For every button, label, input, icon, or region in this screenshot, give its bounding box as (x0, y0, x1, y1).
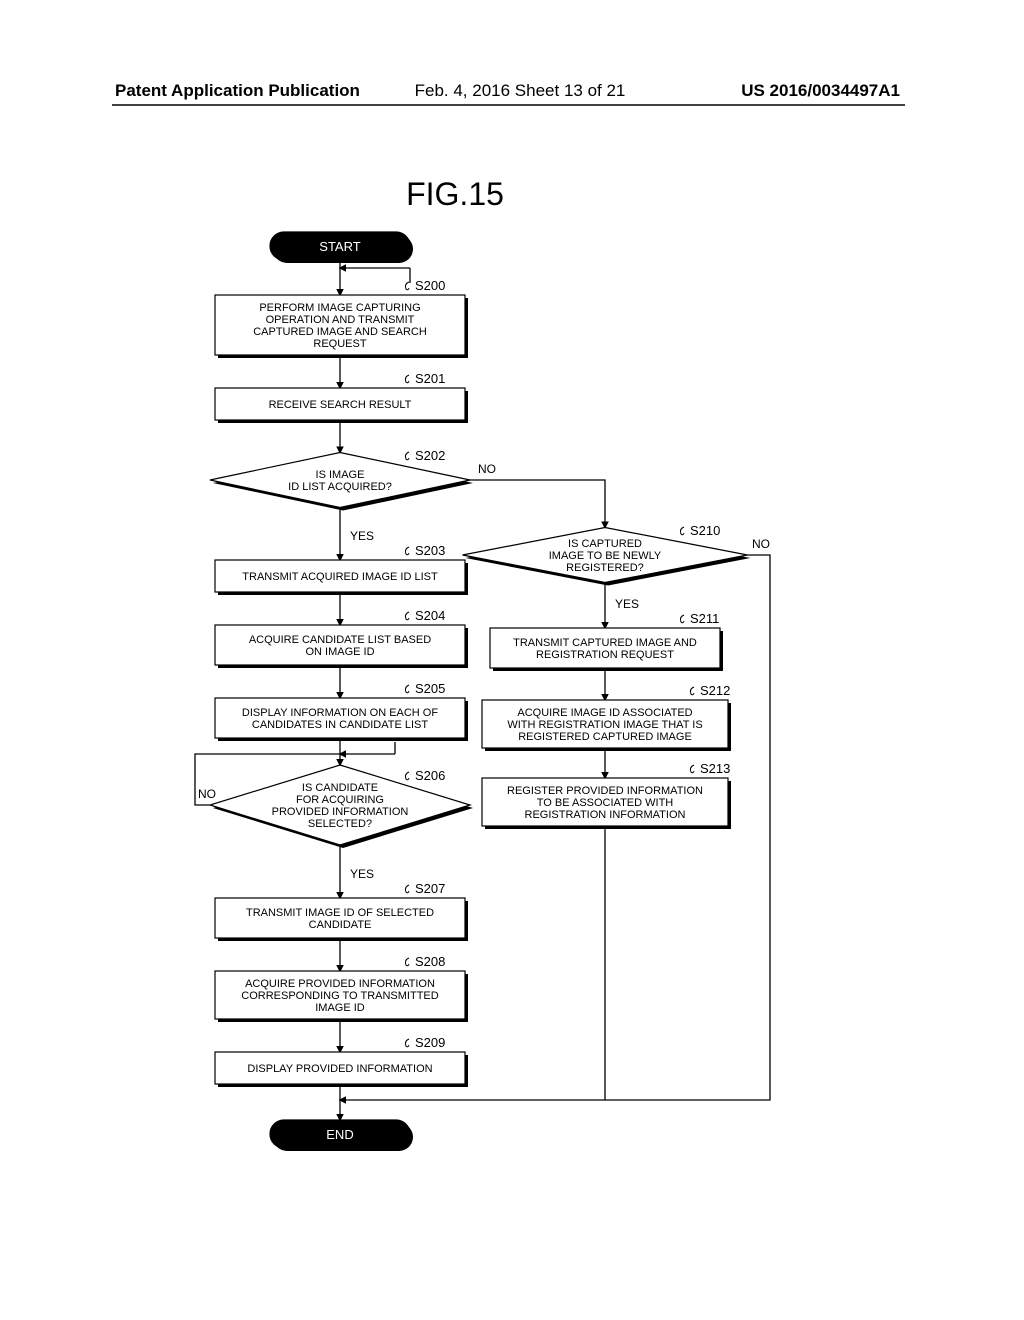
svg-text:RECEIVE SEARCH RESULT: RECEIVE SEARCH RESULT (269, 399, 412, 411)
svg-text:TRANSMIT CAPTURED IMAGE AND: TRANSMIT CAPTURED IMAGE AND (513, 637, 697, 649)
svg-text:NO: NO (478, 462, 496, 476)
svg-text:ID LIST ACQUIRED?: ID LIST ACQUIRED? (288, 481, 392, 493)
nodes-layer: START PERFORM IMAGE CAPTURINGOPERATION AN… (210, 232, 751, 1151)
svg-text:REQUEST: REQUEST (313, 338, 366, 350)
svg-text:S200: S200 (415, 278, 445, 293)
svg-text:DISPLAY INFORMATION ON EACH OF: DISPLAY INFORMATION ON EACH OF (242, 707, 438, 719)
svg-text:S209: S209 (415, 1035, 445, 1050)
svg-text:S213: S213 (700, 761, 730, 776)
svg-text:TRANSMIT IMAGE ID OF SELECTED: TRANSMIT IMAGE ID OF SELECTED (246, 907, 434, 919)
figure-canvas: Patent Application Publication Feb. 4, 2… (0, 0, 1024, 1320)
svg-text:S210: S210 (690, 523, 720, 538)
svg-text:S206: S206 (415, 768, 445, 783)
svg-text:S202: S202 (415, 448, 445, 463)
svg-text:IS CANDIDATE: IS CANDIDATE (302, 782, 378, 794)
svg-text:IS CAPTURED: IS CAPTURED (568, 538, 642, 550)
svg-text:S211: S211 (690, 611, 719, 626)
svg-text:IMAGE TO BE NEWLY: IMAGE TO BE NEWLY (549, 550, 662, 562)
svg-text:IS IMAGE: IS IMAGE (316, 469, 365, 481)
svg-text:DISPLAY PROVIDED INFORMATION: DISPLAY PROVIDED INFORMATION (247, 1063, 432, 1075)
svg-text:REGISTER PROVIDED INFORMATION: REGISTER PROVIDED INFORMATION (507, 785, 703, 797)
svg-text:PROVIDED INFORMATION: PROVIDED INFORMATION (272, 806, 409, 818)
svg-text:OPERATION AND TRANSMIT: OPERATION AND TRANSMIT (266, 314, 415, 326)
svg-text:ACQUIRE CANDIDATE LIST BASED: ACQUIRE CANDIDATE LIST BASED (249, 634, 431, 646)
svg-text:YES: YES (350, 529, 374, 543)
svg-text:ON IMAGE ID: ON IMAGE ID (305, 646, 374, 658)
svg-text:START: START (319, 239, 360, 254)
svg-text:S205: S205 (415, 681, 445, 696)
svg-text:S207: S207 (415, 881, 445, 896)
svg-text:YES: YES (350, 867, 374, 881)
svg-text:CANDIDATE: CANDIDATE (309, 919, 372, 931)
svg-text:REGISTERED CAPTURED IMAGE: REGISTERED CAPTURED IMAGE (518, 731, 692, 743)
header-right: US 2016/0034497A1 (741, 81, 900, 100)
svg-text:S201: S201 (415, 371, 445, 386)
svg-text:TRANSMIT ACQUIRED IMAGE ID LIS: TRANSMIT ACQUIRED IMAGE ID LIST (242, 571, 438, 583)
svg-text:IMAGE ID: IMAGE ID (315, 1002, 365, 1014)
svg-text:SELECTED?: SELECTED? (308, 818, 372, 830)
header-left: Patent Application Publication (115, 81, 360, 100)
svg-text:CANDIDATES IN CANDIDATE LIST: CANDIDATES IN CANDIDATE LIST (252, 719, 429, 731)
figure-title: FIG.15 (406, 176, 504, 212)
svg-text:REGISTERED?: REGISTERED? (566, 562, 644, 574)
svg-text:TO BE ASSOCIATED WITH: TO BE ASSOCIATED WITH (537, 797, 674, 809)
svg-text:NO: NO (198, 787, 216, 801)
svg-text:PERFORM IMAGE CAPTURING: PERFORM IMAGE CAPTURING (259, 302, 420, 314)
svg-text:CORRESPONDING TO TRANSMITTED: CORRESPONDING TO TRANSMITTED (241, 990, 438, 1002)
svg-text:REGISTRATION REQUEST: REGISTRATION REQUEST (536, 649, 674, 661)
svg-text:WITH REGISTRATION IMAGE THAT I: WITH REGISTRATION IMAGE THAT IS (507, 719, 702, 731)
svg-text:ACQUIRE IMAGE ID ASSOCIATED: ACQUIRE IMAGE ID ASSOCIATED (517, 707, 692, 719)
svg-text:S203: S203 (415, 543, 445, 558)
svg-text:S204: S204 (415, 608, 445, 623)
svg-text:YES: YES (615, 597, 639, 611)
svg-text:NO: NO (752, 537, 770, 551)
svg-text:FOR ACQUIRING: FOR ACQUIRING (296, 794, 384, 806)
svg-text:END: END (326, 1127, 353, 1142)
svg-text:ACQUIRE PROVIDED INFORMATION: ACQUIRE PROVIDED INFORMATION (245, 978, 435, 990)
svg-text:S208: S208 (415, 954, 445, 969)
svg-text:REGISTRATION INFORMATION: REGISTRATION INFORMATION (525, 809, 686, 821)
svg-text:S212: S212 (700, 683, 730, 698)
header-center: Feb. 4, 2016 Sheet 13 of 21 (415, 81, 626, 100)
svg-text:CAPTURED IMAGE AND SEARCH: CAPTURED IMAGE AND SEARCH (253, 326, 427, 338)
